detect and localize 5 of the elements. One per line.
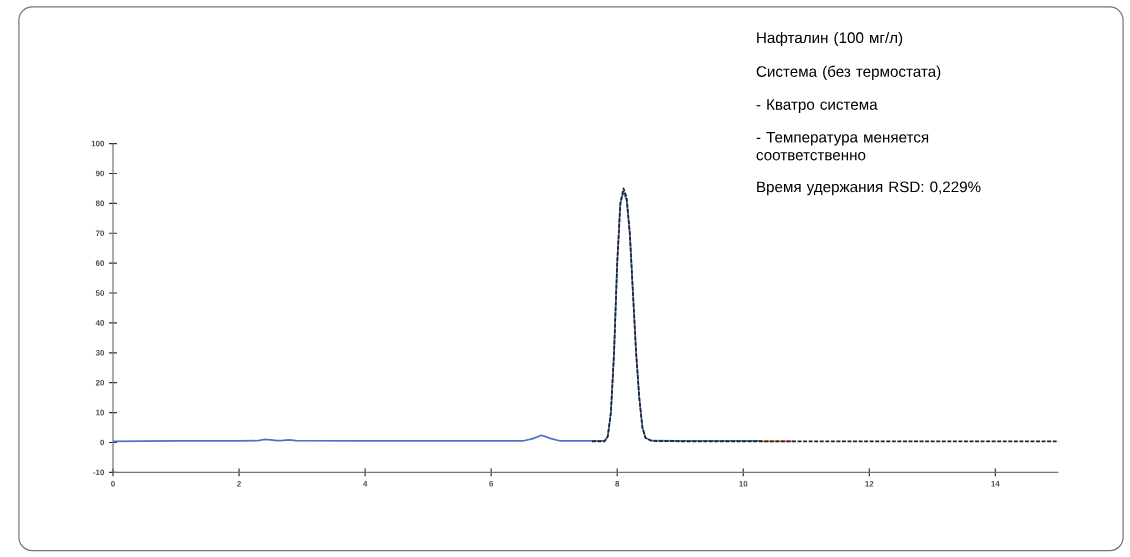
annotation: Время удержания RSD: 0,229% bbox=[757, 181, 981, 196]
annotation: - Температура меняется соответственно bbox=[756, 132, 929, 161]
text: - Кватро система bbox=[756, 99, 878, 114]
text: Система (без термостата) bbox=[756, 65, 941, 81]
text: Нафталин (100 мг/л) bbox=[757, 32, 903, 47]
